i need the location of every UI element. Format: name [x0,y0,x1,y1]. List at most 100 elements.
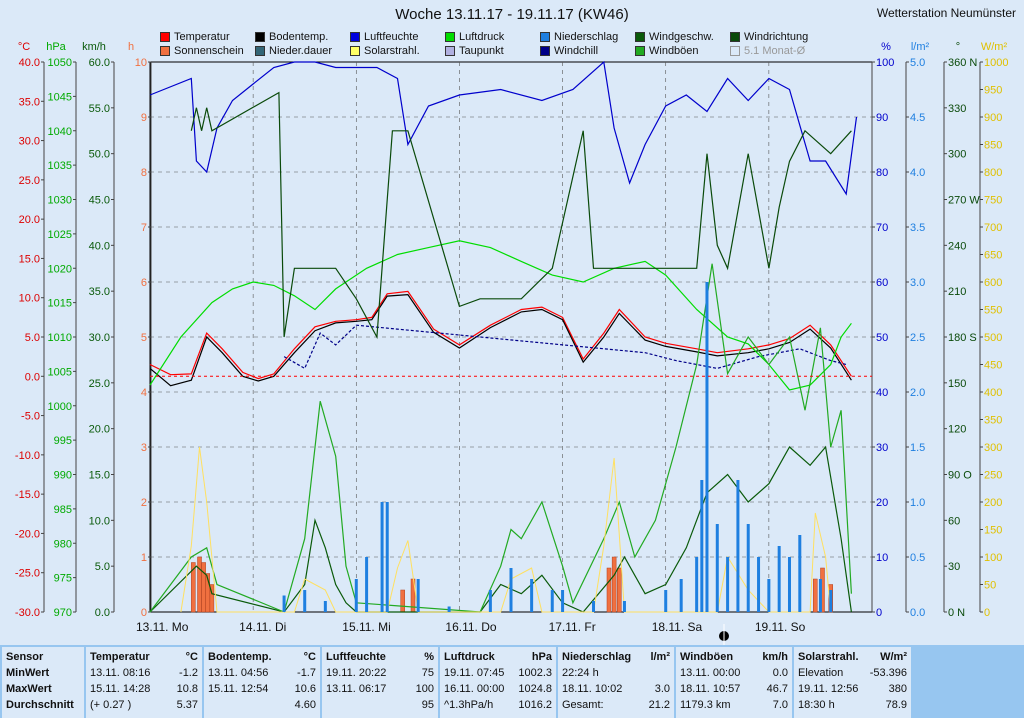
tick-label-solar: 250 [984,470,1002,482]
tick-label-solar: 0 [984,607,990,619]
tick-label-rain: 1.0 [910,497,925,509]
cell-value: 5.37 [176,699,198,711]
cell-value: 100 [415,683,434,695]
summary-table: Sensor MinWert MaxWert Durchschnitt Temperat… [0,645,1024,718]
legend-swatch [540,46,550,56]
cell-label: 18.11. 10:57 [680,683,741,695]
cell-value: 4.60 [294,699,316,711]
table-col-bodentemp: Bodentemp. °C 13.11. 04:56 -1.7 15.11. 12:54… [204,647,320,718]
axis-unit-wind: km/h [82,41,106,53]
col-unit: °C [303,651,316,663]
tick-label-wind: 30.0 [89,332,110,344]
precip-bar [365,557,369,612]
legend-item: Niederschlag [540,31,618,43]
col-head: Temperatur [90,651,150,663]
precip-bar [416,579,420,612]
axis-unit-sun: h [128,41,134,53]
tick-label-dir: 210 [948,286,966,298]
sunshine-bar [400,589,405,613]
tick-label-hum: 60 [876,277,888,289]
tick-label-temp: 20.0 [19,214,40,226]
legend-label: Solarstrahl. [364,45,420,57]
tick-label-dir: 240 [948,240,966,252]
col-unit: °C [185,651,198,663]
tick-label-hum: 10 [876,552,888,564]
tick-label-dir: 300 [948,149,966,161]
cell-label: 15.11. 14:28 [90,683,151,695]
tick-label-press: 995 [54,435,72,447]
legend-label: Temperatur [174,31,230,43]
sunshine-bar [606,567,612,613]
tick-label-hum: 0 [876,607,882,619]
day-label: 15.11. Mi [342,620,391,634]
cell-label: 19.11. 07:45 [444,667,505,679]
legend-item: Luftfeuchte [350,31,418,43]
row-label: Sensor [6,651,44,663]
tick-label-solar: 550 [984,305,1002,317]
tick-label-solar: 1000 [984,57,1008,69]
precip-bar [757,557,761,612]
legend-item: Bodentemp. [255,31,328,43]
tick-label-temp: 5.0 [25,332,40,344]
legend-item: Solarstrahl. [350,45,420,57]
tick-label-hum: 30 [876,442,888,454]
col-head: Windböen [680,651,734,663]
legend-item: Luftdruck [445,31,504,43]
tick-label-temp: -20.0 [15,528,40,540]
precip-bar [282,595,286,612]
axis-unit-solar: W/m² [981,41,1008,53]
tick-label-temp: 15.0 [19,253,40,265]
tick-label-solar: 650 [984,250,1002,262]
table-col-luftfeuchte: Luftfeuchte% 19.11. 20:22 75 13.11. 06:17 10… [322,647,438,718]
tick-label-press: 985 [54,504,72,516]
legend-swatch [160,32,170,42]
tick-label-dir: 180 S [948,332,977,344]
legend-label: Windböen [649,45,699,57]
cell-label: 19.11. 12:56 [798,683,859,695]
precip-bar [380,502,384,612]
sunshine-bar [191,562,196,613]
precip-bar [530,579,534,612]
tick-label-temp: 10.0 [19,293,40,305]
sunshine-bar [201,562,206,613]
tick-label-temp: -25.0 [15,568,40,580]
precip-bar [679,579,683,612]
tick-label-rain: 4.0 [910,167,925,179]
tick-label-solar: 350 [984,415,1002,427]
axis-unit-hum: % [881,41,891,53]
tick-label-press: 1000 [48,401,72,413]
tick-label-press: 1040 [48,126,72,138]
tick-label-rain: 3.5 [910,222,925,234]
legend-item: Windrichtung [730,31,808,43]
cell-label: ^1.3hPa/h [444,699,494,711]
legend-swatch [160,46,170,56]
cell-value: 10.8 [176,683,198,695]
tick-label-press: 1025 [48,229,72,241]
tick-label-dir: 0 N [948,607,965,619]
series-windchill [283,324,847,370]
table-row-labels: Sensor MinWert MaxWert Durchschnitt [2,647,84,718]
legend-label: Windchill [554,45,599,57]
legend-swatch [445,46,455,56]
day-label: 13.11. Mo [136,620,189,634]
tick-label-hum: 100 [876,57,894,69]
legend-item: Windböen [635,45,699,57]
cell-value: -1.7 [297,667,316,679]
tick-label-sun: 3 [141,442,147,454]
tick-label-wind: 25.0 [89,378,110,390]
col-unit: km/h [762,651,788,663]
tick-label-sun: 9 [141,112,147,124]
tick-label-temp: -5.0 [21,411,40,423]
precip-bar [700,480,704,612]
legend-label: 5.1 Monat-Ø [744,45,806,57]
tick-label-temp: 0.0 [25,371,40,383]
precip-bar [798,535,802,612]
table-col-temperatur: Temperatur °C 13.11. 08:16 -1.2 15.11. 14:28… [86,647,202,718]
tick-label-rain: 0.5 [910,552,925,564]
tick-label-dir: 30 [948,561,960,573]
legend-swatch [635,46,645,56]
tick-label-hum: 50 [876,332,888,344]
legend-label: Taupunkt [459,45,504,57]
legend-item: Nieder.dauer [255,45,332,57]
tick-label-solar: 500 [984,332,1002,344]
